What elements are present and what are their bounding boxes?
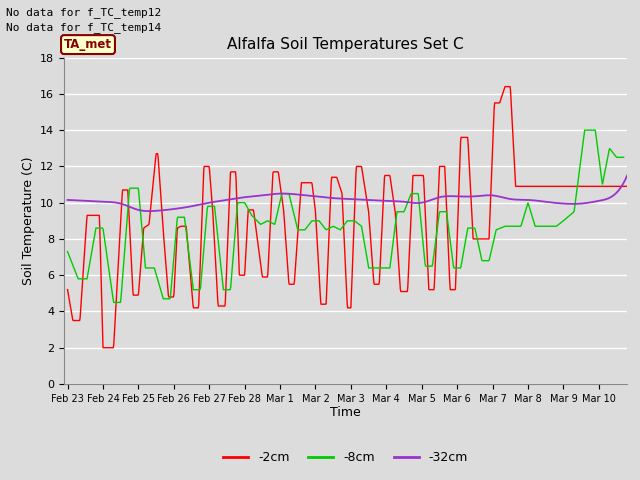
Y-axis label: Soil Temperature (C): Soil Temperature (C) [22,156,35,285]
Text: No data for f_TC_temp12: No data for f_TC_temp12 [6,7,162,18]
Text: No data for f_TC_temp14: No data for f_TC_temp14 [6,22,162,33]
Title: Alfalfa Soil Temperatures Set C: Alfalfa Soil Temperatures Set C [227,37,464,52]
X-axis label: Time: Time [330,407,361,420]
Legend: -2cm, -8cm, -32cm: -2cm, -8cm, -32cm [218,446,473,469]
Text: TA_met: TA_met [64,38,112,51]
